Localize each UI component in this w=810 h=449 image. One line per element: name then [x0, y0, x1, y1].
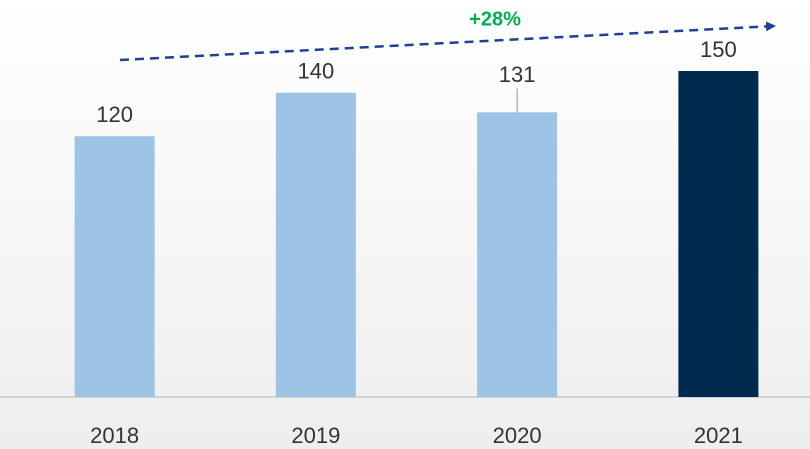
annotation: +28%	[469, 8, 521, 30]
value-label: 120	[96, 102, 133, 127]
x-tick-label: 2019	[291, 423, 340, 448]
bar	[74, 136, 155, 397]
x-tick-label: 2018	[90, 423, 139, 448]
value-label: 150	[700, 37, 737, 62]
bar	[477, 112, 558, 397]
x-tick-label: 2021	[694, 423, 743, 448]
bar	[275, 92, 356, 397]
value-label: 131	[499, 62, 536, 87]
bar	[678, 71, 759, 397]
x-tick-label: 2020	[493, 423, 542, 448]
value-label: 140	[298, 59, 335, 84]
trend-arrow	[119, 21, 776, 62]
